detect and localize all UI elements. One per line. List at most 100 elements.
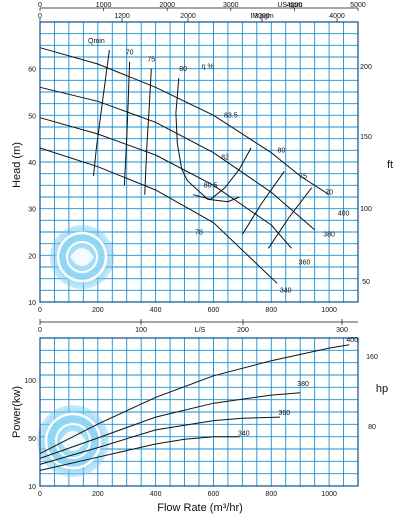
efficiency-curves: 70 75 80 83.5 82 80.5 78 80 75 70 Qmin η % — [88, 38, 333, 249]
ft-tick-label: 150 — [360, 134, 372, 141]
top-axis-im-gpm: 0 1200 2000 3000 4000 IM.pgm — [38, 13, 345, 22]
head-y-ticks: 10 20 30 40 50 60 — [28, 67, 36, 307]
power-curve-400 — [39, 344, 350, 455]
im-gpm-tick-label: 1200 — [114, 13, 130, 20]
l-s-tick-label: 0 — [38, 327, 42, 334]
power-y-ticks: 10 50 100 — [24, 378, 36, 491]
power-y-axis-title: Power(kw) — [11, 386, 23, 438]
head-curve-label: 380 — [323, 232, 335, 239]
power-curve-label: 400 — [346, 337, 358, 344]
head-plot-frame — [39, 21, 359, 303]
efficiency-label: 83.5 — [224, 113, 238, 120]
head-right-axis-title: ft — [387, 159, 393, 171]
efficiency-curve-70 — [123, 61, 131, 186]
head-x-ticks: 0 200 400 600 800 1000 — [38, 307, 337, 314]
l-s-tick-label: 100 — [135, 327, 147, 334]
power-x-tick-label: 200 — [92, 491, 104, 498]
power-curves — [39, 344, 350, 471]
us-gpm-tick-label: 0 — [38, 2, 42, 9]
power-curve-label: 340 — [238, 431, 250, 438]
us-gpm-tick-label: 1000 — [96, 2, 112, 9]
power-x-tick-label: 1000 — [321, 491, 337, 498]
efficiency-label: 75 — [147, 57, 155, 64]
efficiency-label: 70 — [325, 190, 333, 197]
top-axis-l-s: 0 100 200 300 L/S — [38, 319, 358, 334]
head-curve-label: 340 — [280, 288, 292, 295]
head-curve-label: 360 — [299, 260, 311, 267]
head-curve-360 — [39, 117, 292, 249]
hp-tick-label: 80 — [368, 424, 376, 431]
head-curves — [39, 47, 330, 284]
efficiency-curve-80 — [175, 77, 240, 203]
ft-tick-label: 100 — [360, 206, 372, 213]
power-curve-label: 360 — [278, 410, 290, 417]
im-gpm-tick-label: 4000 — [329, 13, 345, 20]
efficiency-curve-80 — [193, 147, 252, 200]
power-curve-label: 380 — [297, 381, 309, 388]
efficiency-label: 70 — [126, 50, 134, 57]
l-s-unit: L/S — [195, 327, 206, 334]
l-s-tick-label: 200 — [237, 327, 249, 334]
l-s-tick-label: 300 — [336, 327, 348, 334]
head-x-tick-label: 0 — [38, 307, 42, 314]
head-y-tick-label: 10 — [28, 300, 36, 307]
head-y-tick-label: 30 — [28, 207, 36, 214]
efficiency-symbol-label: η % — [202, 64, 214, 71]
efficiency-label: 80.5 — [204, 183, 218, 190]
head-y-tick-label: 40 — [28, 160, 36, 167]
power-curve-380 — [39, 392, 301, 459]
power-x-tick-label: 400 — [150, 491, 162, 498]
efficiency-label: 80 — [277, 148, 285, 155]
us-gpm-tick-label: 3000 — [223, 2, 239, 9]
power-x-ticks: 0 200 400 600 800 1000 — [38, 491, 337, 498]
power-x-tick-label: 0 — [38, 491, 42, 498]
efficiency-curve-75 — [241, 171, 285, 235]
im-gpm-unit: IM.pgm — [250, 13, 274, 20]
power-curve-340 — [39, 436, 240, 471]
head-right-ft-ticks: 50 100 150 200 — [360, 64, 372, 286]
us-gpm-tick-label: 4000 — [287, 2, 303, 9]
efficiency-curve-70 — [267, 187, 313, 249]
efficiency-label: 78 — [195, 229, 203, 236]
efficiency-curve-Qmin — [93, 49, 110, 177]
power-y-tick-label: 100 — [24, 378, 36, 385]
head-curve-labels: 400 380 360 340 — [280, 211, 350, 295]
head-y-axis-title: Head (m) — [11, 142, 23, 188]
head-curve-380 — [39, 86, 315, 231]
efficiency-label: 75 — [299, 173, 307, 180]
ft-tick-label: 50 — [362, 279, 370, 286]
head-x-tick-label: 400 — [150, 307, 162, 314]
efficiency-label: 80 — [179, 66, 187, 73]
top-axis-us-gpm: 0 1000 2000 3000 4000 5000 US gpm — [38, 2, 366, 11]
us-gpm-unit: US gpm — [277, 2, 302, 9]
us-gpm-tick-label: 2000 — [159, 2, 175, 9]
head-x-tick-label: 200 — [92, 307, 104, 314]
head-y-tick-label: 20 — [28, 253, 36, 260]
head-y-tick-label: 50 — [28, 113, 36, 120]
im-gpm-tick-label: 0 — [38, 13, 42, 20]
head-curve-label: 400 — [338, 211, 350, 218]
im-gpm-tick-label: 3000 — [254, 13, 270, 20]
head-x-tick-label: 800 — [265, 307, 277, 314]
us-gpm-tick-label: 5000 — [350, 2, 366, 9]
efficiency-label: 82 — [221, 155, 229, 162]
head-curve-400 — [39, 47, 330, 196]
power-y-tick-label: 10 — [28, 484, 36, 491]
power-plot-frame — [39, 337, 359, 487]
ft-tick-label: 200 — [360, 64, 372, 71]
power-curve-360 — [39, 416, 280, 465]
head-y-tick-label: 60 — [28, 67, 36, 74]
efficiency-curve-75 — [144, 68, 152, 195]
head-x-tick-label: 1000 — [321, 307, 337, 314]
power-x-tick-label: 600 — [208, 491, 220, 498]
power-right-hp-ticks: 80 160 — [366, 354, 378, 431]
flow-rate-axis-title: Flow Rate (m³/hr) — [157, 502, 243, 514]
head-curve-340 — [39, 147, 278, 284]
efficiency-label: Qmin — [88, 38, 105, 45]
head-watermark-logo — [50, 225, 114, 289]
power-watermark-logo — [37, 405, 109, 477]
im-gpm-tick-label: 2000 — [180, 13, 196, 20]
power-y-tick-label: 50 — [28, 436, 36, 443]
